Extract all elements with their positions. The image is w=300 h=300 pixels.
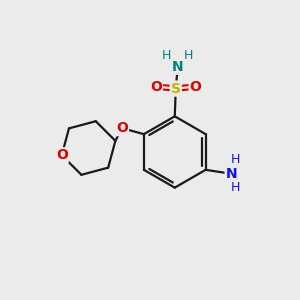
- Text: O: O: [116, 121, 128, 135]
- Text: H: H: [162, 50, 172, 62]
- Text: H: H: [184, 50, 193, 62]
- Text: O: O: [150, 80, 162, 94]
- Text: O: O: [190, 80, 202, 94]
- Text: S: S: [171, 82, 181, 96]
- Text: N: N: [172, 60, 184, 74]
- Text: H: H: [231, 181, 240, 194]
- Text: H: H: [231, 153, 240, 167]
- Text: O: O: [56, 148, 68, 162]
- Text: N: N: [226, 167, 237, 181]
